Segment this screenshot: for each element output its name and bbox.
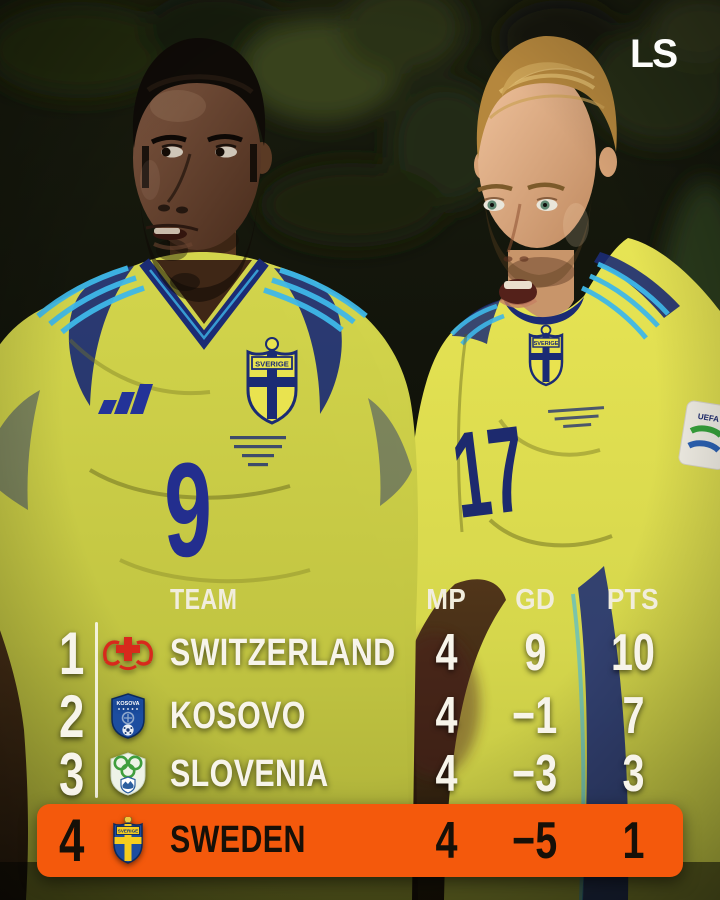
rank-cell: 2 (59, 682, 85, 750)
livescore-logo: LS (630, 32, 678, 76)
gd-value: −5 (512, 811, 558, 870)
mp-value: 4 (435, 745, 457, 803)
mp-value: 4 (435, 811, 457, 870)
highlight-background (37, 804, 683, 877)
rank-cell: 4 (59, 807, 85, 874)
header-team: TEAM (170, 583, 238, 616)
team-name: SLOVENIA (170, 752, 329, 795)
gd-value: 9 (524, 624, 546, 682)
pts-value: 3 (622, 745, 644, 803)
pts-value: 7 (622, 687, 644, 745)
table-row-kosovo: 2 KOSOVA KOSOVO 4 −1 7 (0, 682, 720, 750)
rank-cell: 3 (59, 740, 85, 808)
kosovo-badge-text: KOSOVA (117, 701, 140, 707)
team-name: SWEDEN (170, 819, 306, 861)
sweden-badge-text: SVERIGE (118, 829, 138, 834)
header-mp: MP (425, 583, 467, 616)
team-name: SWITZERLAND (170, 631, 396, 674)
table-row-slovenia: 3 SLOVENIA 4 −3 3 (0, 740, 720, 808)
header-pts: PTS (606, 583, 660, 616)
slovenia-badge-icon (98, 743, 158, 805)
table-row-sweden-highlighted: 4 SVERIGE SWEDEN 4 −5 1 (0, 804, 720, 877)
team-name: KOSOVO (170, 694, 306, 737)
mp-value: 4 (435, 687, 457, 745)
gd-value: −1 (512, 687, 558, 745)
table-row-switzerland: 1 SWITZERLAND 4 9 10 (0, 619, 720, 687)
pts-value: 1 (622, 811, 644, 870)
table-header-row: TEAM MP GD PTS (0, 583, 720, 617)
header-gd: GD (514, 583, 556, 616)
rank-divider-line (95, 622, 98, 798)
rank-cell: 1 (59, 619, 85, 687)
mp-value: 4 (435, 624, 457, 682)
switzerland-badge-icon (98, 622, 158, 684)
kosovo-badge-icon: KOSOVA (98, 685, 158, 747)
sweden-badge-icon: SVERIGE (98, 804, 158, 877)
pts-value: 10 (611, 624, 655, 682)
gd-value: −3 (512, 745, 558, 803)
